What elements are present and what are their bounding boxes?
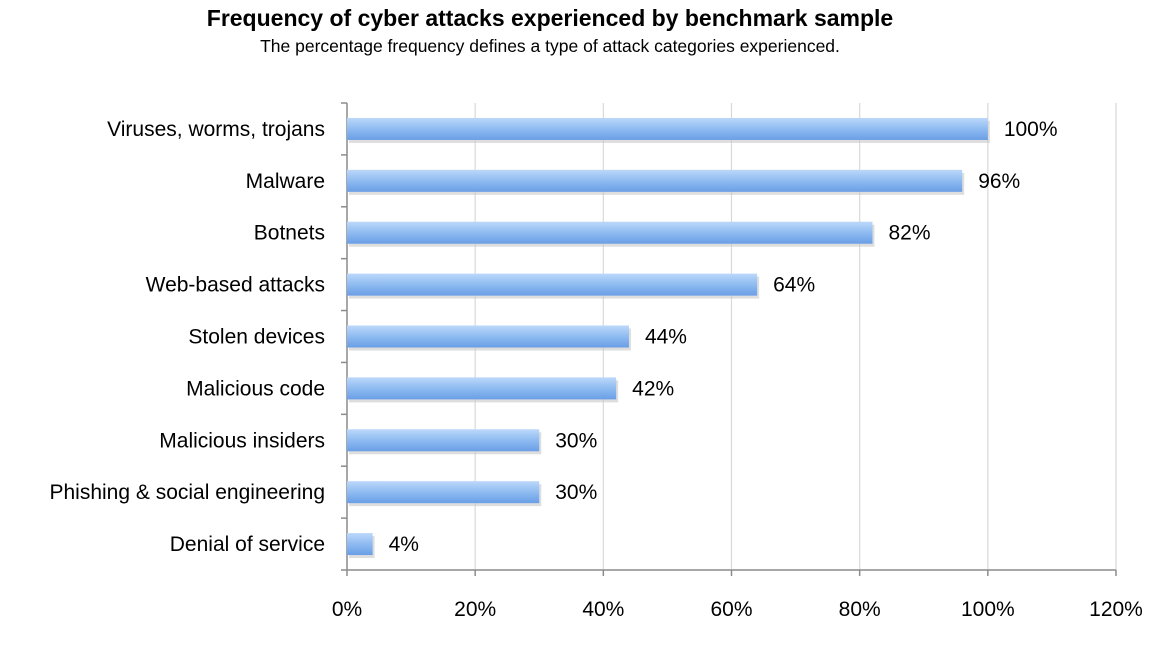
bar <box>347 273 758 296</box>
data-label: 44% <box>645 326 687 349</box>
x-tick-label: 80% <box>839 598 881 621</box>
labels: 0% 20% 40% 60% 80% 100% 120% Viruses, worms, tr… <box>49 118 1142 621</box>
bar <box>347 481 540 504</box>
bar <box>347 221 873 244</box>
category-label: Botnets <box>254 222 325 245</box>
x-tick-label: 120% <box>1089 598 1143 621</box>
category-label: Stolen devices <box>188 326 325 349</box>
x-tick-label: 100% <box>961 598 1015 621</box>
data-label: 64% <box>773 274 815 297</box>
bars <box>347 117 990 559</box>
category-label: Malicious insiders <box>159 429 325 452</box>
chart-title: Frequency of cyber attacks experienced b… <box>206 5 894 31</box>
category-label: Web-based attacks <box>146 274 325 297</box>
data-label: 82% <box>888 222 930 245</box>
x-tick-label: 60% <box>710 598 752 621</box>
data-label: 4% <box>389 533 419 556</box>
data-label: 42% <box>632 377 674 400</box>
bar <box>347 533 373 556</box>
category-label: Malicious code <box>186 377 325 400</box>
data-label: 96% <box>978 170 1020 193</box>
data-label: 30% <box>555 429 597 452</box>
category-label: Viruses, worms, trojans <box>107 118 325 141</box>
data-label: 30% <box>555 481 597 504</box>
bar <box>347 429 540 452</box>
data-label: 100% <box>1004 118 1058 141</box>
bar <box>347 169 963 192</box>
chart-subtitle: The percentage frequency defines a type … <box>260 36 840 56</box>
bar <box>347 325 629 348</box>
x-tick-label: 0% <box>332 598 362 621</box>
bar <box>347 117 988 140</box>
category-label: Denial of service <box>170 533 325 556</box>
bar <box>347 377 617 400</box>
category-label: Malware <box>246 170 325 193</box>
x-tick-label: 20% <box>454 598 496 621</box>
x-tick-label: 40% <box>582 598 624 621</box>
category-label: Phishing & social engineering <box>49 481 325 504</box>
